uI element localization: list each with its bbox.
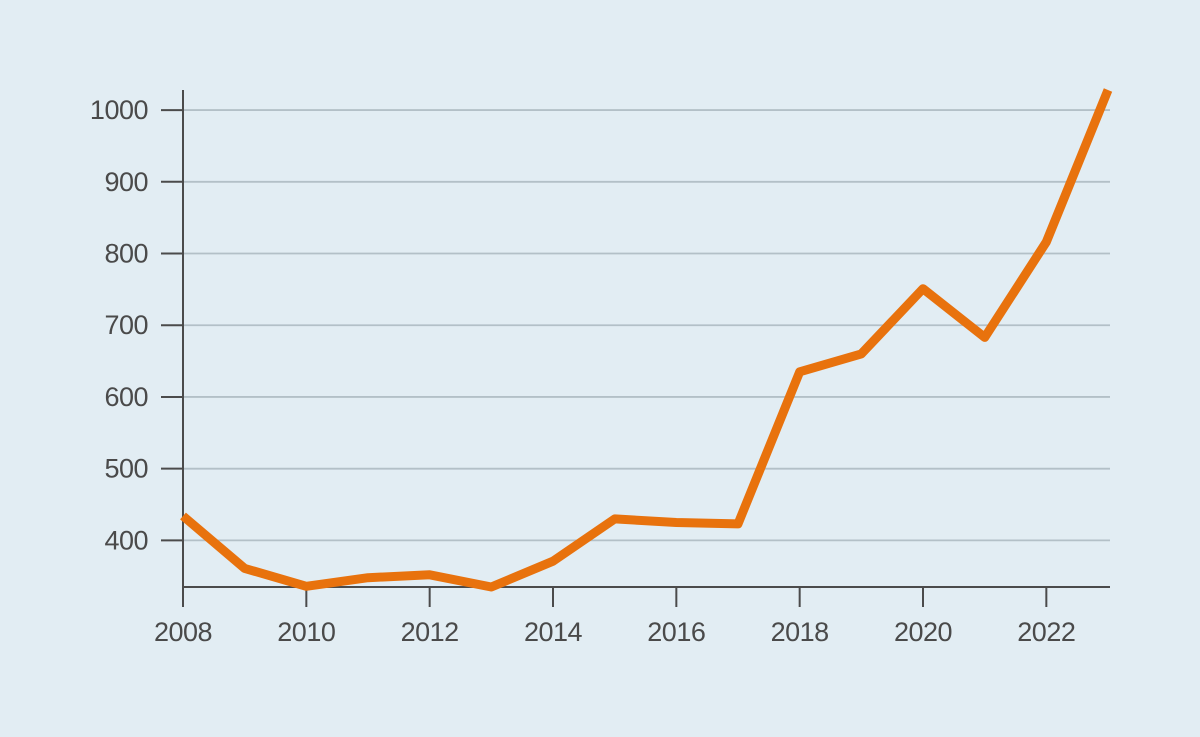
data-line: [180, 88, 1113, 592]
x-axis-tick-label: 2022: [1017, 617, 1075, 647]
x-axis-tick-label: 2012: [401, 617, 459, 647]
x-axis-tick-label: 2018: [771, 617, 829, 647]
x-axis: 2008 2010 2012 2014 2016 2018 2020 2022: [154, 586, 1110, 647]
x-axis-tick-label: 2014: [524, 617, 583, 647]
y-axis-tick-label: 400: [104, 525, 148, 555]
data-series: [180, 88, 1113, 592]
y-axis: 400 500 600 700 800 900 1000: [90, 90, 184, 587]
y-axis-tick-label: 500: [104, 454, 148, 484]
x-axis-tick-label: 2008: [154, 617, 212, 647]
gridlines: [183, 109, 1110, 542]
y-axis-tick-label: 1000: [90, 95, 148, 125]
x-axis-tick-label: 2020: [894, 617, 952, 647]
x-axis-tick-label: 2016: [647, 617, 705, 647]
y-axis-tick-label: 700: [104, 310, 148, 340]
y-axis-tick-label: 800: [104, 239, 148, 269]
y-axis-tick-label: 900: [104, 167, 148, 197]
y-axis-tick-label: 600: [104, 382, 148, 412]
x-axis-tick-label: 2010: [277, 617, 335, 647]
